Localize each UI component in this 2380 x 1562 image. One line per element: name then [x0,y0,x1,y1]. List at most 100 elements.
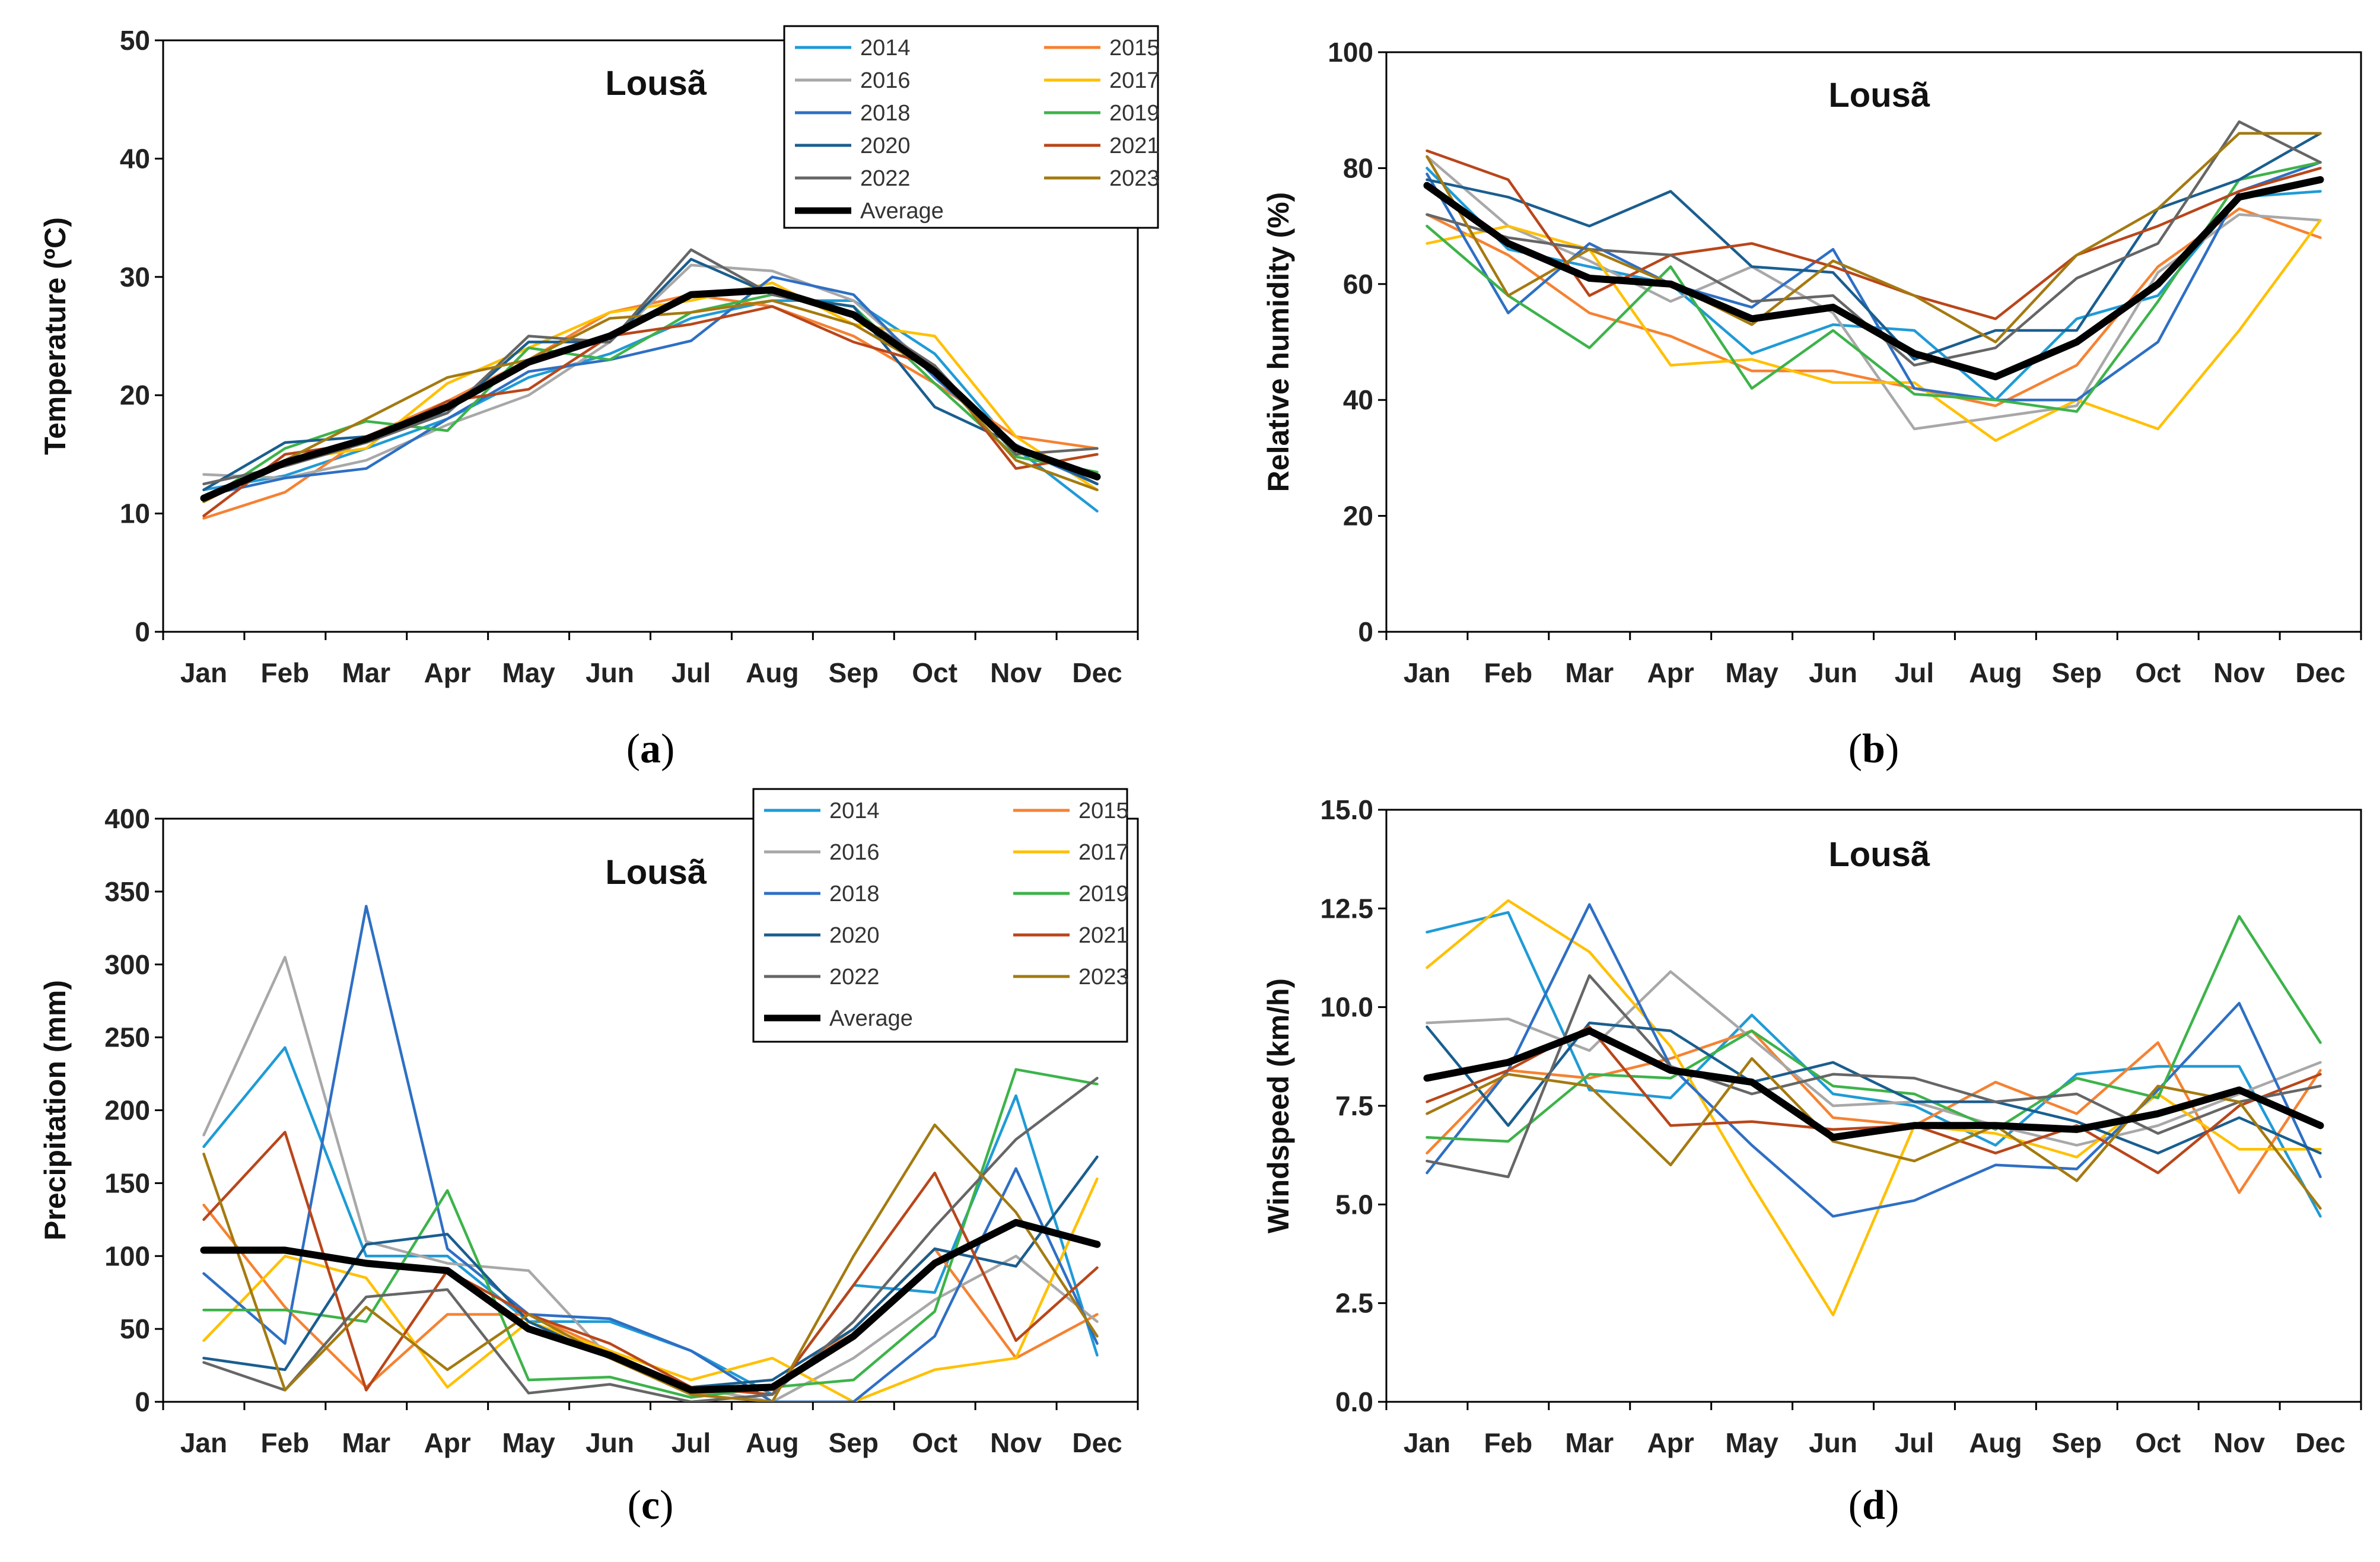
legend-label-2023: 2023 [1109,166,1160,191]
paren-open: ( [1848,726,1862,772]
legend-label-2017: 2017 [1109,68,1160,93]
y-tick-label: 7.5 [1335,1090,1373,1121]
legend-label-2021: 2021 [1109,133,1160,158]
x-tick-label-sep: Sep [829,1427,879,1458]
x-tick-label-apr: Apr [1647,1427,1694,1458]
x-tick-label-jul: Jul [1895,1427,1934,1458]
x-tick-label-oct: Oct [912,1427,957,1458]
chart-panel-d: 0.0 2.5 5.0 7.5 10.0 12.5 15.0 Jan Feb Mar Apr May J… [1262,794,2362,1528]
series-line-2015 [1426,207,2322,408]
x-tick-label-nov: Nov [2213,1427,2265,1458]
paren-close: ) [660,1483,673,1528]
series-line-2022 [1426,974,2322,1179]
legend-box [783,25,1159,229]
x-tick-label-sep: Sep [829,657,879,688]
panel-letter: d [1862,1483,1885,1528]
x-tick-label-jun: Jun [1809,657,1857,688]
series-line-2020 [1426,1022,2322,1155]
series-group [1423,120,2324,442]
x-tick-label-mar: Mar [342,1427,390,1458]
legend-label-2014: 2014 [860,36,911,61]
x-tick-label-oct: Oct [912,657,957,688]
panel-letter: c [641,1483,660,1528]
x-tick-label-aug: Aug [1969,657,2022,688]
y-tick-label: 20 [1343,501,1373,532]
x-tick-label-apr: Apr [1647,657,1694,688]
paren-open: ( [626,726,640,772]
chart-title: Lousã [1828,835,1930,874]
legend-label-2020: 2020 [860,133,911,158]
chart-title: Lousã [1828,76,1930,114]
x-tick-label-feb: Feb [260,1427,309,1458]
y-tick-label: 300 [104,949,150,980]
series-line-average [1423,1027,2324,1141]
y-axis-title: Windspeed (km/h) [1262,978,1295,1233]
y-tick-label: 2.5 [1335,1288,1373,1319]
x-tick-label-oct: Oct [2135,1427,2181,1458]
y-tick-label: 350 [104,876,150,907]
x-tick-label-jun: Jun [586,657,634,688]
x-tick-label-nov: Nov [990,1427,1042,1458]
x-tick-label-may: May [502,1427,555,1458]
series-line-2022 [202,1077,1099,1402]
legend: 2014 2015 2016 2017 2018 2019 2020 2021 2022 2023… [752,788,1129,1043]
series-line-2017 [1426,899,2322,1316]
x-tick-label-dec: Dec [1072,1427,1122,1458]
chart-title: Lousã [605,64,707,103]
y-tick-label: 60 [1343,269,1373,300]
x-tick-label-mar: Mar [1565,1427,1614,1458]
legend-label-2016: 2016 [860,68,911,93]
x-tick-label-jul: Jul [1895,657,1934,688]
x-tick-label-nov: Nov [2213,657,2265,688]
series-line-2017 [202,281,1099,503]
y-tick-label: 50 [120,25,150,56]
x-tick-label-may: May [1725,657,1778,688]
x-tick-label-mar: Mar [1565,657,1614,688]
series-line-average [200,1219,1101,1394]
y-tick-label: 200 [104,1095,150,1126]
series-line-2020 [202,257,1099,491]
legend: 2014 2015 2016 2017 2018 2019 2020 2021 2022 2023… [783,25,1160,229]
x-tick-label-feb: Feb [1484,1427,1532,1458]
legend-label-2016: 2016 [829,840,880,865]
y-tick-label: 400 [104,803,150,834]
series-line-2019 [1426,161,2322,413]
x-tick-label-oct: Oct [2135,657,2181,688]
y-tick-label: 10.0 [1320,992,1373,1023]
series-line-2020 [1426,132,2322,361]
x-tick-label-mar: Mar [342,657,390,688]
legend-label-2020: 2020 [829,923,880,948]
x-tick-label-feb: Feb [260,657,309,688]
paren-open: ( [1848,1483,1862,1528]
x-tick-label-nov: Nov [990,657,1042,688]
series-line-average [200,286,1101,502]
y-tick-label: 30 [120,262,150,292]
x-tick-label-may: May [1725,1427,1778,1458]
plot-frame [1385,51,2362,633]
x-tick-label-may: May [502,657,555,688]
series-line-2017 [1426,219,2322,442]
y-tick-label: 20 [120,380,150,411]
chart-panel-b: 0 20 40 60 80 100 Jan Feb Mar Apr May Jun Jul Aug Sep O… [1262,37,2362,772]
series-group [200,248,1101,520]
x-tick-label-jul: Jul [672,1427,711,1458]
panel-label: (c) [628,1483,674,1528]
series-line-2023 [1426,1057,2322,1210]
legend-label-2015: 2015 [1078,799,1129,823]
chart-panel-a: 0 10 20 30 40 50 Jan Feb Mar Apr May Jun Jul Aug Sep Oc… [39,25,1160,772]
legend-label-average: Average [829,1006,913,1031]
x-tick-label-feb: Feb [1484,657,1532,688]
legend-label-2022: 2022 [829,965,880,990]
series-line-2023 [1426,132,2322,343]
legend-label-2017: 2017 [1078,840,1129,865]
x-tick-label-dec: Dec [2295,657,2345,688]
x-tick-label-sep: Sep [2052,657,2102,688]
x-tick-label-dec: Dec [2295,1427,2345,1458]
x-tick-label-aug: Aug [746,1427,798,1458]
paren-close: ) [1885,1483,1899,1528]
panel-letter: a [640,726,661,772]
series-group [1423,899,2324,1316]
series-line-average [1423,176,2324,381]
chart-title: Lousã [605,853,707,892]
x-tick-label-jan: Jan [1404,657,1450,688]
